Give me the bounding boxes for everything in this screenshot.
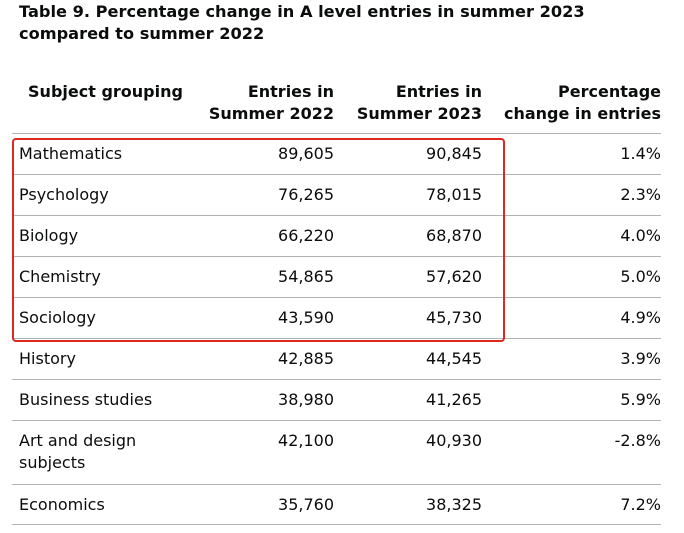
table-row: Biology 66,220 68,870 4.0%: [12, 215, 661, 257]
cell-entries-2023: 78,015: [334, 174, 482, 216]
cell-entries-2022: 35,760: [192, 484, 334, 525]
cell-entries-2022: 43,590: [192, 297, 334, 339]
cell-pct-change: 4.9%: [482, 297, 661, 339]
table-row: Business studies 38,980 41,265 5.9%: [12, 379, 661, 421]
table-row: Psychology 76,265 78,015 2.3%: [12, 174, 661, 216]
cell-entries-2022: 89,605: [192, 133, 334, 175]
table-row: Art and design subjects 42,100 40,930 -2…: [12, 420, 661, 485]
cell-entries-2023: 57,620: [334, 256, 482, 298]
cell-subject: Biology: [12, 215, 192, 257]
cell-pct-change: 5.9%: [482, 379, 661, 421]
cell-entries-2023: 44,545: [334, 338, 482, 380]
table-row: Sociology 43,590 45,730 4.9%: [12, 297, 661, 339]
cell-subject: Psychology: [12, 174, 192, 216]
cell-pct-change: 7.2%: [482, 484, 661, 525]
a-level-entries-table: Subject grouping Entries in Summer 2022 …: [12, 73, 661, 525]
cell-entries-2022: 54,865: [192, 256, 334, 298]
cell-pct-change: 1.4%: [482, 133, 661, 175]
cell-entries-2023: 38,325: [334, 484, 482, 525]
cell-pct-change: 2.3%: [482, 174, 661, 216]
cell-entries-2022: 66,220: [192, 215, 334, 257]
cell-entries-2022: 76,265: [192, 174, 334, 216]
cell-pct-change: -2.8%: [482, 420, 661, 485]
cell-subject: History: [12, 338, 192, 380]
header-entries-2023: Entries in Summer 2023: [334, 73, 482, 134]
cell-entries-2023: 40,930: [334, 420, 482, 485]
cell-subject: Business studies: [12, 379, 192, 421]
cell-entries-2022: 38,980: [192, 379, 334, 421]
cell-subject: Sociology: [12, 297, 192, 339]
table-row: Chemistry 54,865 57,620 5.0%: [12, 256, 661, 298]
cell-pct-change: 4.0%: [482, 215, 661, 257]
header-percentage-change: Percentage change in entries: [482, 73, 661, 134]
cell-subject: Chemistry: [12, 256, 192, 298]
table-row: Mathematics 89,605 90,845 1.4%: [12, 133, 661, 175]
cell-entries-2023: 68,870: [334, 215, 482, 257]
table-row: Economics 35,760 38,325 7.2%: [12, 484, 661, 525]
cell-subject: Mathematics: [12, 133, 192, 175]
cell-entries-2023: 45,730: [334, 297, 482, 339]
header-subject-grouping: Subject grouping: [12, 73, 192, 134]
table-row: History 42,885 44,545 3.9%: [12, 338, 661, 380]
table-header-row: Subject grouping Entries in Summer 2022 …: [12, 73, 661, 134]
cell-entries-2022: 42,100: [192, 420, 334, 485]
cell-pct-change: 5.0%: [482, 256, 661, 298]
cell-subject: Economics: [12, 484, 192, 525]
cell-subject: Art and design subjects: [12, 420, 192, 485]
cell-entries-2023: 41,265: [334, 379, 482, 421]
table-caption: Table 9. Percentage change in A level en…: [19, 2, 585, 43]
cell-entries-2022: 42,885: [192, 338, 334, 380]
header-entries-2022: Entries in Summer 2022: [192, 73, 334, 134]
cell-entries-2023: 90,845: [334, 133, 482, 175]
cell-pct-change: 3.9%: [482, 338, 661, 380]
